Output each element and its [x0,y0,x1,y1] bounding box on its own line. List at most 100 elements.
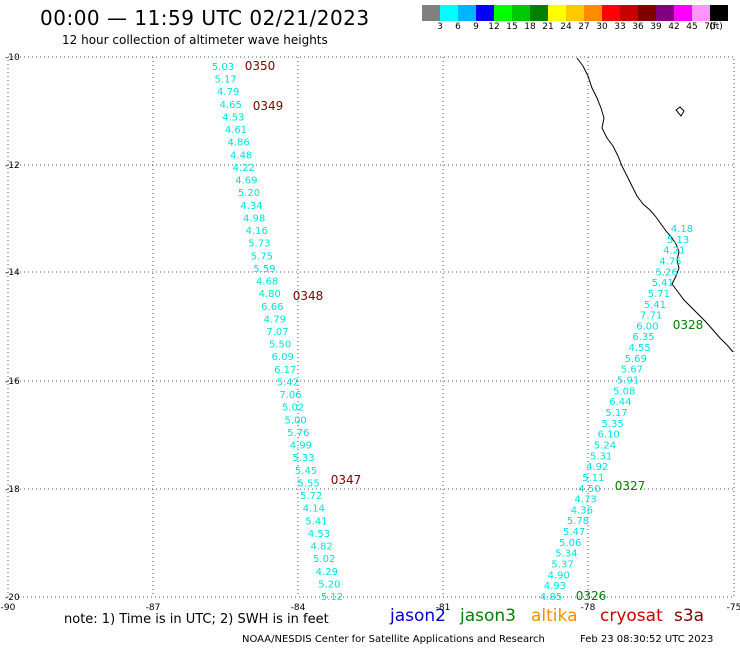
swh-value-west: 7.06 [279,390,301,401]
legend-label: 12 [488,22,500,32]
legend-swatch [584,5,602,21]
swh-value-west: 5.59 [253,264,275,275]
swh-value-west: 5.17 [214,75,236,86]
swh-value-west: 4.98 [243,213,265,224]
legend-jason3: jason3 [460,606,516,626]
legend-swatch [566,5,584,21]
lat-tick-label: -20 [5,593,20,603]
swh-value-east: 4.93 [544,581,566,592]
swh-value-west: 5.20 [318,579,340,590]
legend-label: 39 [650,22,662,32]
swh-value-east: 5.41 [652,278,674,289]
swh-value-east: 4.75 [659,256,681,267]
swh-value-east: 5.69 [625,354,647,365]
legend-label: 21 [542,22,554,32]
legend-jason2: jason2 [390,606,446,626]
swh-value-west: 5.73 [248,239,270,250]
swh-value-east: 6.44 [609,397,631,408]
swh-value-east: 5.91 [617,376,639,387]
legend-swatch [602,5,620,21]
swh-value-west: 4.53 [222,112,244,123]
swh-value-east: 5.34 [555,549,577,560]
swh-value-west: 4.86 [227,138,249,149]
swh-value-west: 4.34 [240,201,262,212]
legend-swatch [458,5,476,21]
legend-altika: altika [531,606,578,626]
credit-line: NOAA/NESDIS Center for Satellite Applica… [242,634,545,645]
legend-label: 36 [632,22,644,32]
swh-value-west: 5.75 [251,251,273,262]
pass-time-label: 0350 [245,59,276,73]
legend-swatch [710,5,728,21]
swh-value-west: 6.66 [261,302,283,313]
swh-value-east: 5.17 [605,408,627,419]
legend-swatch [674,5,692,21]
swh-value-west: 4.61 [225,125,247,136]
lat-tick-label: -12 [5,161,20,171]
legend-cryosat: cryosat [600,606,663,626]
swh-value-east: 4.55 [628,343,650,354]
swh-value-east: 5.31 [590,451,612,462]
swh-value-west: 4.82 [310,542,332,553]
swh-value-east: 5.11 [582,473,604,484]
legend-label: 45 [686,22,698,32]
legend-swatch [422,5,440,21]
legend-swatch [638,5,656,21]
lon-tick-label: -84 [291,603,306,613]
swh-value-east: 4.50 [578,484,600,495]
swh-value-west: 5.41 [305,516,327,527]
swh-value-east: 6.10 [598,430,620,441]
legend-label: 15 [506,22,518,32]
swh-value-east: 5.37 [551,560,573,571]
swh-value-east: 5.47 [563,527,585,538]
swh-value-west: 6.17 [274,365,296,376]
swh-value-west: 4.29 [316,567,338,578]
legend-swatch [530,5,548,21]
swh-value-west: 4.14 [303,504,325,515]
pass-time-label: 0348 [293,289,324,303]
legend-swatch [476,5,494,21]
pass-time-label: 0347 [331,473,362,487]
swh-value-west: 5.00 [285,415,307,426]
legend-swatch [692,5,710,21]
swh-value-west: 5.20 [238,188,260,199]
swh-value-west: 4.65 [220,100,242,111]
swh-value-west: 4.79 [264,314,286,325]
legend-label: 30 [596,22,608,32]
lat-tick-label: -10 [5,53,20,63]
swh-value-west: 5.50 [269,340,291,351]
legend-label: 70 [704,22,716,32]
swh-value-east: 5.35 [602,419,624,430]
lon-tick-label: -75 [727,603,740,613]
swh-value-east: 5.78 [567,516,589,527]
swh-value-east: 5.08 [613,386,635,397]
swh-value-west: 5.02 [282,403,304,414]
lat-tick-label: -16 [5,377,20,387]
legend-swatch [620,5,638,21]
map-frame [7,56,735,598]
legend-swatch [548,5,566,21]
legend-label: 3 [437,22,443,32]
legend-swatch [656,5,674,21]
swh-value-west: 4.69 [235,176,257,187]
swh-value-west: 4.22 [233,163,255,174]
swh-value-west: 4.80 [259,289,281,300]
legend-swatch [512,5,530,21]
swh-value-east: 5.71 [648,289,670,300]
coastline [576,57,734,353]
footer-note: note: 1) Time is in UTC; 2) SWH is in fe… [64,612,329,627]
lon-tick-label: -87 [146,603,161,613]
color-legend [422,5,728,21]
swh-value-west: 5.03 [212,62,234,73]
swh-value-east: 4.92 [586,462,608,473]
swh-value-east: 5.13 [667,235,689,246]
lat-tick-label: -14 [5,268,20,278]
map-title: 00:00 — 11:59 UTC 02/21/2023 [40,6,370,30]
swh-value-east: 5.24 [594,440,616,451]
swh-value-east: 4.90 [548,570,570,581]
swh-value-east: 5.41 [644,300,666,311]
legend-swatch [440,5,458,21]
swh-value-west: 4.99 [290,441,312,452]
swh-value-west: 4.16 [246,226,268,237]
